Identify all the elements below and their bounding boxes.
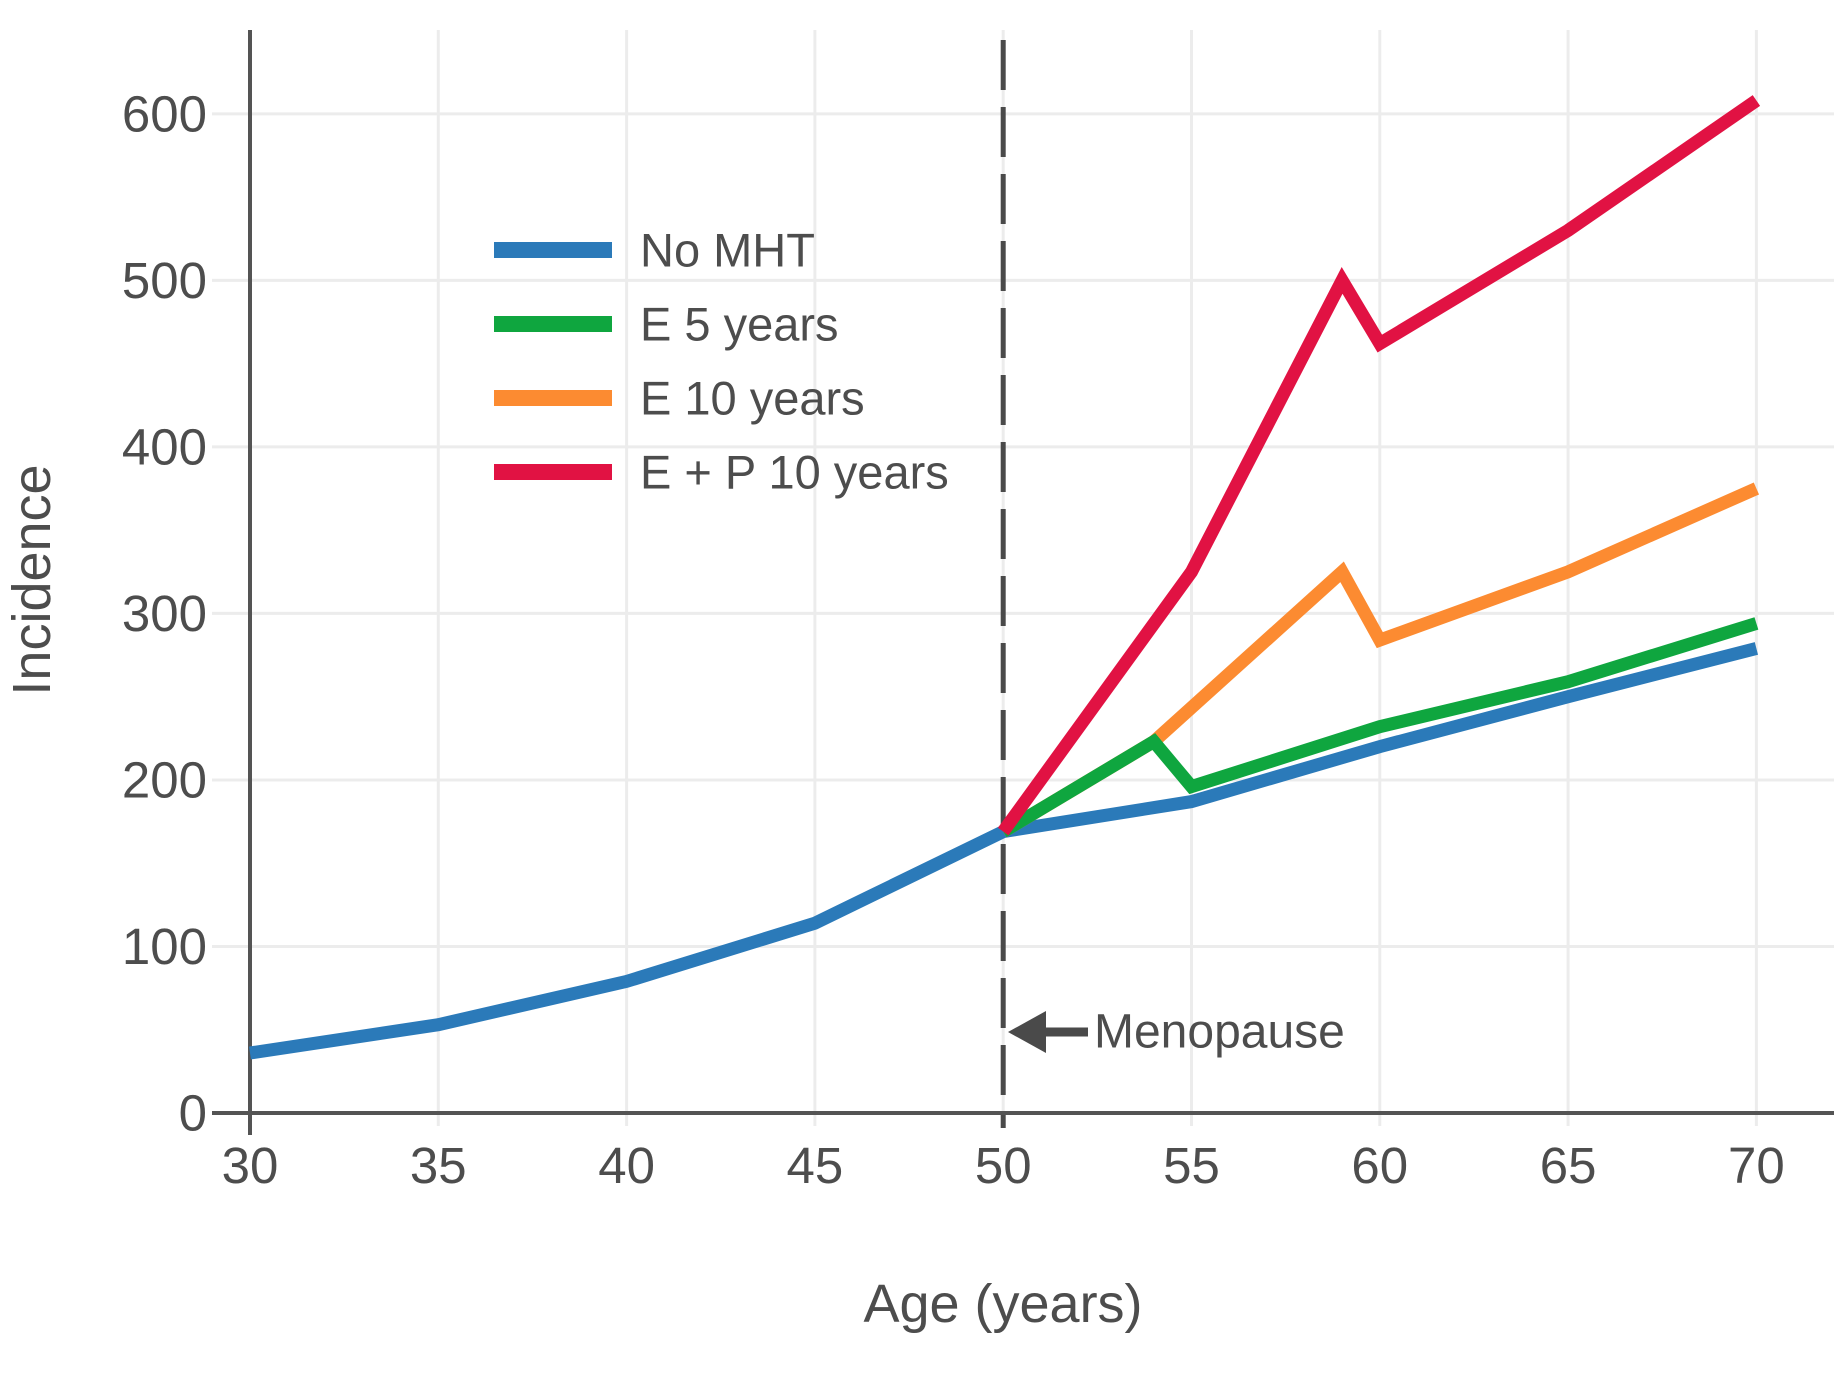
x-axis-title: Age (years) bbox=[863, 1274, 1142, 1334]
y-tick-label-200: 200 bbox=[122, 751, 207, 808]
y-tick-label-400: 400 bbox=[122, 418, 207, 475]
x-tick-label-40: 40 bbox=[598, 1137, 655, 1194]
y-axis-title: Incidence bbox=[2, 464, 62, 695]
x-tick-label-50: 50 bbox=[975, 1137, 1032, 1194]
series-line-e-p-10-years bbox=[997, 95, 1761, 836]
legend-item-no-mht: No MHT bbox=[494, 224, 815, 277]
x-tick-label-65: 65 bbox=[1540, 1137, 1597, 1194]
x-tick-label-55: 55 bbox=[1163, 1137, 1220, 1194]
arrow-left-icon bbox=[1008, 1011, 1046, 1053]
legend-label-e-5-years: E 5 years bbox=[640, 298, 839, 351]
menopause-annotation: Menopause bbox=[1008, 1006, 1345, 1059]
arrow-shaft bbox=[1042, 1027, 1088, 1037]
legend-swatch-e-5-years bbox=[494, 316, 612, 332]
legend-swatch-e-p-10-years bbox=[494, 464, 612, 480]
y-tick-label-300: 300 bbox=[122, 585, 207, 642]
x-tick-label-45: 45 bbox=[787, 1137, 844, 1194]
y-tick-label-500: 500 bbox=[122, 252, 207, 309]
y-tick-label-100: 100 bbox=[122, 918, 207, 975]
legend-label-no-mht: No MHT bbox=[640, 224, 815, 277]
legend-label-e-10-years: E 10 years bbox=[640, 372, 865, 425]
legend-label-e-p-10-years: E + P 10 years bbox=[640, 446, 949, 499]
y-tick-label-600: 600 bbox=[122, 85, 207, 142]
x-tick-label-70: 70 bbox=[1728, 1137, 1785, 1194]
legend-swatch-e-10-years bbox=[494, 390, 612, 406]
legend-item-e-p-10-years: E + P 10 years bbox=[494, 446, 949, 499]
x-tick-label-60: 60 bbox=[1351, 1137, 1408, 1194]
menopause-label: Menopause bbox=[1094, 1006, 1345, 1059]
x-tick-label-35: 35 bbox=[410, 1137, 467, 1194]
y-tick-label-0: 0 bbox=[179, 1085, 207, 1142]
legend-swatch-no-mht bbox=[494, 242, 612, 258]
legend-item-e-5-years: E 5 years bbox=[494, 298, 839, 351]
legend-item-e-10-years: E 10 years bbox=[494, 372, 865, 425]
x-tick-label-30: 30 bbox=[222, 1137, 279, 1194]
series-line-e-5-years bbox=[999, 617, 1759, 838]
